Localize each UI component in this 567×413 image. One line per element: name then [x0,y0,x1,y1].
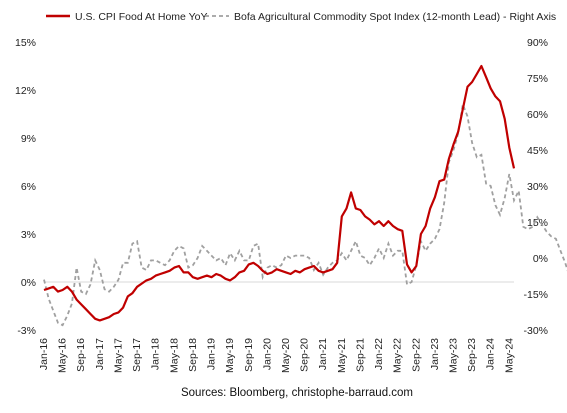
right-axis-tick-label: 60% [527,109,548,121]
x-axis-tick-label: May-22 [392,338,404,373]
left-axis-tick-label: 0% [21,277,36,289]
left-axis-tick-label: 12% [15,85,36,97]
left-axis-tick-label: 9% [21,133,36,145]
x-axis-tick-label: Sep-19 [243,338,255,372]
x-axis-tick-label: May-21 [336,338,348,373]
right-axis-tick-label: 90% [527,37,548,49]
left-axis-ticks: -3% 0% 3% 6% 9% 12% 15% [15,37,36,337]
x-axis-tick-label: Sep-21 [354,338,366,372]
x-axis-tick-label: Sep-18 [187,338,199,372]
right-axis-tick-label: 45% [527,145,548,157]
x-axis-ticks: Jan-16 May-16 Sep-16 Jan-17 May-17 Sep-17 Jan-… [38,338,515,373]
x-axis-tick-label: Jan-16 [38,338,50,370]
right-axis-tick-label: -15% [523,289,548,301]
x-axis-tick-label: Jan-18 [150,338,162,370]
x-axis-tick-label: Sep-22 [410,338,422,372]
x-axis-tick-label: May-20 [280,338,292,373]
x-axis-tick-label: May-18 [168,338,180,373]
legend-label-bofa: Bofa Agricultural Commodity Spot Index (… [234,11,556,23]
x-axis-tick-label: Sep-20 [299,338,311,372]
x-axis-tick-label: Jan-20 [261,338,273,370]
x-axis-tick-label: Sep-17 [131,338,143,372]
right-axis-tick-label: 30% [527,181,548,193]
x-axis-tick-label: Jan-21 [317,338,329,370]
x-axis-tick-label: May-16 [57,338,69,373]
right-axis-tick-label: 75% [527,73,548,85]
x-axis-tick-label: Jan-19 [206,338,218,370]
x-axis-tick-label: Jan-22 [373,338,385,370]
legend: U.S. CPI Food At Home YoY Bofa Agricultu… [46,11,556,23]
x-axis-tick-label: Sep-23 [466,338,478,372]
x-axis-tick-label: May-23 [448,338,460,373]
left-axis-tick-label: -3% [17,325,36,337]
right-axis-ticks: -30% -15% 0% 15% 30% 45% 60% 75% 90% [523,37,548,337]
x-axis-tick-label: May-24 [503,338,515,373]
left-axis-tick-label: 3% [21,229,36,241]
source-note: Sources: Bloomberg, christophe-barraud.c… [181,387,413,399]
right-axis-tick-label: -30% [523,325,548,337]
x-axis-tick-label: Jan-17 [94,338,106,370]
left-axis-tick-label: 15% [15,37,36,49]
x-axis-tick-label: Sep-16 [75,338,87,372]
x-axis-tick-label: May-17 [112,338,124,373]
series-line-cpi [43,64,516,322]
x-axis-tick-label: May-19 [224,338,236,373]
right-axis-tick-label: 0% [533,253,548,265]
x-axis-tick-label: Jan-23 [429,338,441,370]
legend-label-cpi: U.S. CPI Food At Home YoY [75,11,208,23]
left-axis-tick-label: 6% [21,181,36,193]
right-axis-tick-label: 15% [527,217,548,229]
series-line-bofa [43,100,567,327]
x-axis-tick-label: Jan-24 [485,338,497,370]
